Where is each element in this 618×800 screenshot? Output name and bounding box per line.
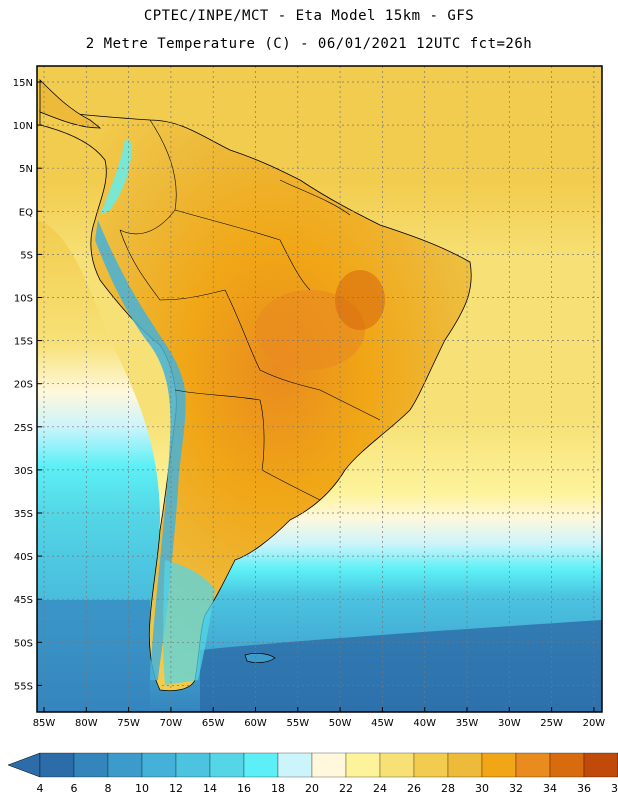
temperature-map: 15N 10N 5N EQ 5S 10S 15S 20S 25S 30S 35S 40S 45S 50S 5… xyxy=(13,65,606,729)
colorbar-label: 4 xyxy=(37,782,44,795)
country-borders xyxy=(119,119,381,501)
lon-label: 80W xyxy=(75,718,98,729)
colorbar-box xyxy=(175,752,211,778)
lon-label: 55W xyxy=(286,718,309,729)
colorbar-box xyxy=(73,752,109,778)
lon-label: 20W xyxy=(583,718,606,729)
lat-label: 55S xyxy=(14,681,33,692)
colorbar-label: 6 xyxy=(71,782,78,795)
colorbar-labels: 4 6 8 10 12 14 16 18 20 22 24 26 28 30 32 34 36 38 xyxy=(37,782,618,795)
lon-label: 40W xyxy=(413,718,436,729)
latitude-labels: 15N 10N 5N EQ 5S 10S 15S 20S 25S 30S 35S 40S 45S 50S 5… xyxy=(13,78,42,692)
colorbar-label: 26 xyxy=(407,782,421,795)
colorbar-box xyxy=(141,752,177,778)
central-america xyxy=(39,79,102,129)
colorbar-label: 38 xyxy=(611,782,618,795)
lat-label: 15N xyxy=(13,78,33,89)
southern-ocean xyxy=(37,600,150,712)
colorbar-box xyxy=(107,752,143,778)
lon-label: 25W xyxy=(540,718,563,729)
lat-label: 45S xyxy=(14,595,33,606)
lat-label: 35S xyxy=(14,509,33,520)
lat-label: 10N xyxy=(13,121,33,132)
lon-label: 70W xyxy=(160,718,183,729)
colorbar-boxes xyxy=(7,752,618,778)
colorbar-label: 20 xyxy=(305,782,319,795)
colorbar-box xyxy=(311,752,347,778)
colorbar-label: 16 xyxy=(237,782,251,795)
lat-label: 40S xyxy=(14,552,33,563)
lat-label: 10S xyxy=(14,294,33,305)
colorbar-label: 30 xyxy=(475,782,489,795)
lon-label: 75W xyxy=(117,718,140,729)
colorbar-box xyxy=(583,752,618,778)
colorbar-box xyxy=(549,752,585,778)
lon-label: 65W xyxy=(202,718,225,729)
hot-spot xyxy=(335,270,385,330)
graticule xyxy=(37,66,602,712)
lat-label: 15S xyxy=(14,337,33,348)
colorbar-box xyxy=(39,752,75,778)
lat-label: 5N xyxy=(19,164,33,175)
andes-cold-strip xyxy=(95,220,186,680)
colorbar-box xyxy=(515,752,551,778)
colorbar-label: 22 xyxy=(339,782,353,795)
colorbar-box xyxy=(209,752,245,778)
colorbar-label: 18 xyxy=(271,782,285,795)
lat-label: 20S xyxy=(14,380,33,391)
lat-label: 50S xyxy=(14,638,33,649)
colorbar-label: 24 xyxy=(373,782,387,795)
map-frame xyxy=(36,65,603,713)
map-title: CPTEC/INPE/MCT - Eta Model 15km - GFS xyxy=(143,8,475,24)
lat-label: 30S xyxy=(14,466,33,477)
falkland-islands xyxy=(244,652,276,664)
colorbar-box xyxy=(379,752,415,778)
lon-label: 35W xyxy=(456,718,479,729)
lat-label: 5S xyxy=(20,250,33,261)
colorbar-box xyxy=(481,752,517,778)
colorbar-box xyxy=(277,752,313,778)
colorbar-label: 28 xyxy=(441,782,455,795)
pacific-ocean xyxy=(37,220,160,712)
colorbar-box xyxy=(243,752,279,778)
lon-label: 50W xyxy=(329,718,352,729)
northern-andes xyxy=(100,140,132,215)
patagonia xyxy=(163,560,215,685)
lon-label: 60W xyxy=(244,718,267,729)
colorbar-box xyxy=(447,752,483,778)
colorbar-label: 12 xyxy=(169,782,183,795)
cold-south-band xyxy=(200,620,602,712)
colorbar-left-arrow xyxy=(7,752,41,778)
colorbar-label: 14 xyxy=(203,782,217,795)
lon-label: 45W xyxy=(371,718,394,729)
colorbar-label: 36 xyxy=(577,782,591,795)
colorbar-label: 10 xyxy=(135,782,149,795)
lat-label: EQ xyxy=(19,207,33,218)
colorbar-box xyxy=(413,752,449,778)
colorbar-box xyxy=(345,752,381,778)
lat-label: 25S xyxy=(14,423,33,434)
colorbar-label: 8 xyxy=(105,782,112,795)
map-subtitle: 2 Metre Temperature (C) - 06/01/2021 12U… xyxy=(85,36,533,52)
lon-label: 85W xyxy=(33,718,56,729)
colorbar-label: 32 xyxy=(509,782,523,795)
color-legend: 4 6 8 10 12 14 16 18 20 22 24 26 28 30 32 34 36 38 xyxy=(7,752,618,795)
longitude-labels: 85W 80W 75W 70W 65W 60W 55W 50W 45W 40W 35W 30W 25W 2… xyxy=(33,707,606,729)
colorbar-label: 34 xyxy=(543,782,557,795)
lon-label: 30W xyxy=(498,718,521,729)
